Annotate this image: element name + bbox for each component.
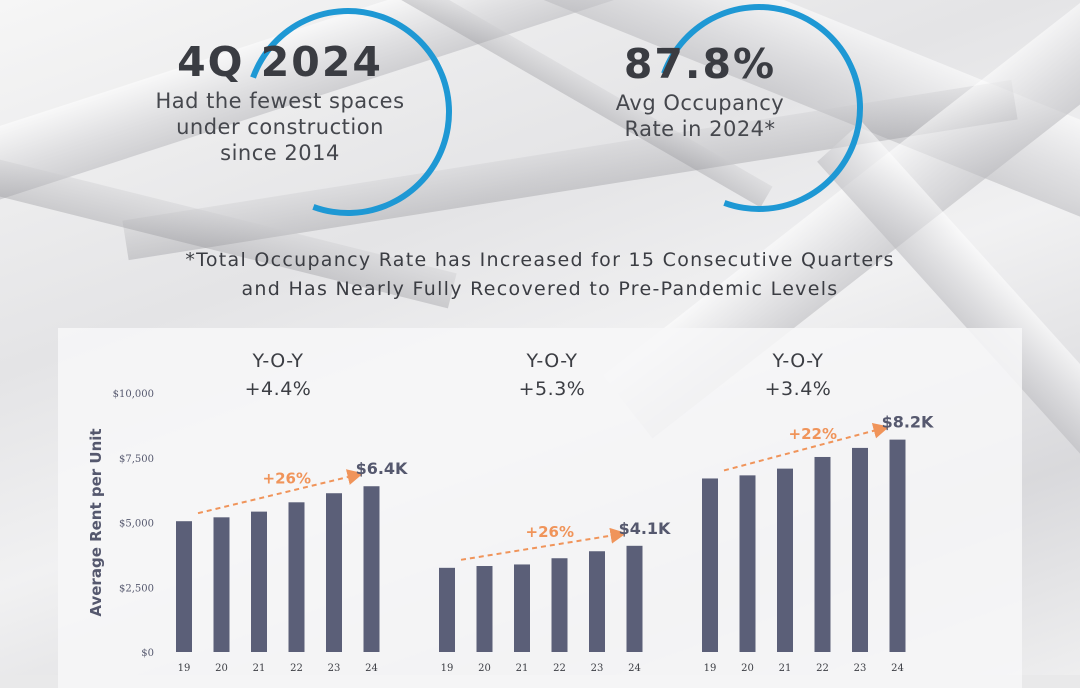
x-tick-label: 19 [704,663,717,674]
yoy-title: Y-O-Y [252,350,304,372]
x-tick-label: 21 [779,663,792,674]
trend-arrow [723,422,890,472]
stat-occupancy: 87.8% Avg Occupancy Rate in 2024* [560,40,840,142]
y-tick-label: $7,500 [119,454,154,465]
stat-line: Rate in 2024* [624,117,776,141]
y-axis-label: Average Rent per Unit [87,428,105,616]
end-value-label: $4.1K [619,519,671,538]
bar [626,545,643,652]
stat-line: Had the fewest spaces [155,89,405,113]
stat-line: under construction [176,115,384,139]
x-tick-label: 24 [891,663,904,674]
yoy-value: +5.3% [518,378,586,400]
bar [514,564,530,652]
x-tick-label: 22 [290,663,303,674]
bar [589,551,605,652]
bar [889,439,906,652]
bar [739,475,756,652]
footnote-line-2: and Has Nearly Fully Recovered to Pre-Pa… [241,278,839,300]
x-tick-label: 23 [591,663,604,674]
bar [176,521,192,652]
growth-label: +26% [526,523,574,541]
yoy-value: +4.4% [244,378,312,400]
stat-line: Avg Occupancy [615,91,785,115]
stat-headline: 87.8% [623,40,777,88]
x-tick-label: 23 [854,663,867,674]
x-tick-label: 22 [816,663,829,674]
yoy-label-group-1: Y-O-Y +4.4% [198,347,358,403]
y-tick-label: $2,500 [119,583,154,594]
stat-headline: 4Q 2024 [177,38,383,86]
footnote: *Total Occupancy Rate has Increased for … [0,246,1080,304]
x-tick-label: 19 [178,663,191,674]
y-tick-label: $10,000 [113,389,154,400]
bar [288,502,305,652]
growth-label: +22% [789,425,837,443]
x-tick-label: 22 [553,663,566,674]
end-value-label: $6.4K [356,459,408,478]
yoy-title: Y-O-Y [772,350,824,372]
stat-construction: 4Q 2024 Had the fewest spaces under cons… [120,38,440,166]
trend-arrow [460,527,627,561]
yoy-label-group-2: Y-O-Y +5.3% [472,347,632,403]
stat-line: since 2014 [220,141,340,165]
yoy-title: Y-O-Y [526,350,578,372]
y-tick-label: $0 [141,648,154,659]
x-tick-label: 21 [516,663,529,674]
bar [439,567,455,652]
x-tick-label: 23 [328,663,341,674]
x-tick-label: 19 [441,663,454,674]
x-tick-label: 21 [253,663,266,674]
x-tick-label: 20 [741,663,754,674]
x-tick-label: 20 [478,663,491,674]
yoy-label-group-3: Y-O-Y +3.4% [718,347,878,403]
bar [814,456,831,652]
bar [476,566,493,652]
bar [777,468,793,652]
trend-arrow [197,469,364,515]
bar [251,511,267,652]
bar [363,486,380,652]
x-tick-label: 24 [365,663,378,674]
bar [551,558,568,652]
growth-label: +26% [263,470,311,488]
end-value-label: $8.2K [882,413,934,432]
x-tick-label: 20 [215,663,228,674]
footnote-line-1: *Total Occupancy Rate has Increased for … [185,249,895,271]
yoy-value: +3.4% [764,378,832,400]
bar [852,447,868,652]
bar [213,517,230,652]
x-tick-label: 24 [628,663,641,674]
bar [702,478,718,652]
y-tick-label: $5,000 [119,519,154,530]
bar [326,493,342,652]
